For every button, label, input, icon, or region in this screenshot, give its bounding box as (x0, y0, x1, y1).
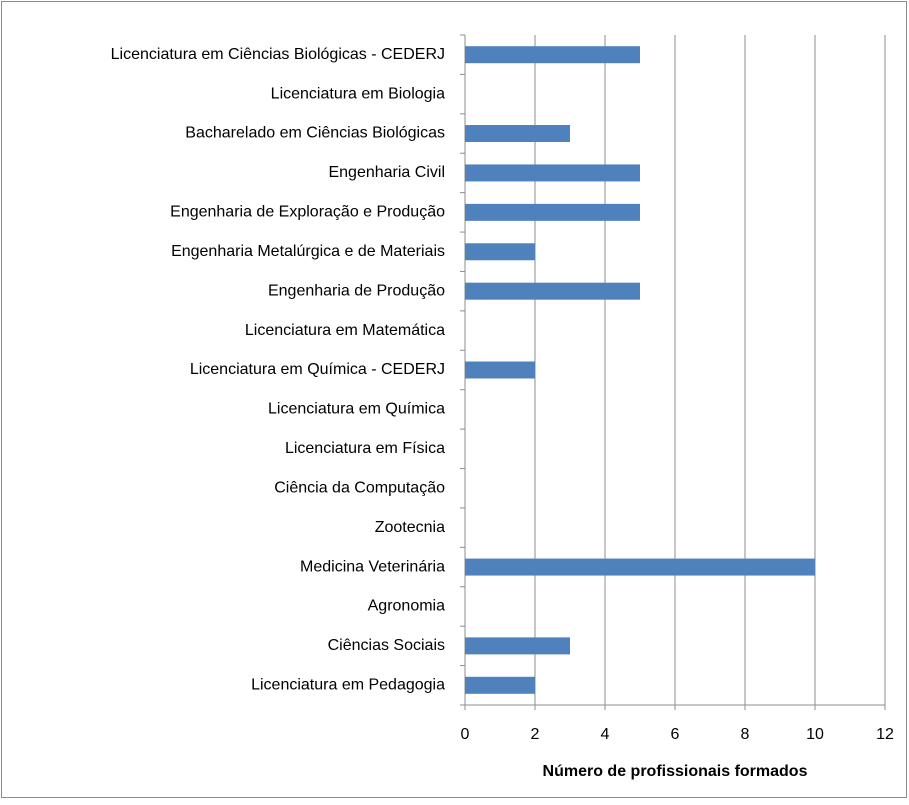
bar (465, 361, 535, 379)
x-tick-label: 2 (531, 726, 540, 743)
y-tick-label: Licenciatura em Física (285, 440, 445, 457)
x-tick-label: 0 (461, 726, 470, 743)
y-tick-label: Licenciatura em Matemática (245, 322, 445, 339)
y-tick-label: Licenciatura em Ciências Biológicas - CE… (111, 46, 445, 63)
y-tick-label: Licenciatura em Pedagogia (251, 677, 445, 694)
x-tick-label: 8 (741, 726, 750, 743)
bar (465, 164, 640, 182)
y-tick-label: Medicina Veterinária (300, 558, 445, 575)
x-tick-label: 10 (806, 726, 824, 743)
y-tick-label: Engenharia Civil (328, 164, 445, 181)
bar (465, 203, 640, 221)
y-tick-label: Licenciatura em Biologia (271, 85, 445, 102)
bar (465, 637, 570, 655)
y-tick-label: Bacharelado em Ciências Biológicas (185, 125, 445, 142)
bar (465, 46, 640, 64)
y-tick-label: Licenciatura em Química - CEDERJ (190, 361, 445, 378)
bar (465, 125, 570, 143)
y-tick-label: Agronomia (368, 598, 445, 615)
y-tick-label: Ciência da Computação (274, 479, 445, 496)
y-tick-label: Licenciatura em Química (268, 401, 445, 418)
x-tick-label: 12 (876, 726, 894, 743)
bar (465, 676, 535, 694)
y-tick-label: Engenharia Metalúrgica e de Materiais (171, 243, 445, 260)
y-tick-label: Zootecnia (375, 519, 445, 536)
x-tick-label: 4 (601, 726, 610, 743)
x-tick-label: 6 (671, 726, 680, 743)
x-axis-title: Número de profissionais formados (543, 763, 808, 780)
bar (465, 243, 535, 261)
bar (465, 282, 640, 300)
bar (465, 558, 815, 576)
y-tick-label: Ciências Sociais (328, 637, 445, 654)
y-tick-label: Engenharia de Produção (268, 282, 445, 299)
y-tick-label: Engenharia de Exploração e Produção (170, 204, 445, 221)
